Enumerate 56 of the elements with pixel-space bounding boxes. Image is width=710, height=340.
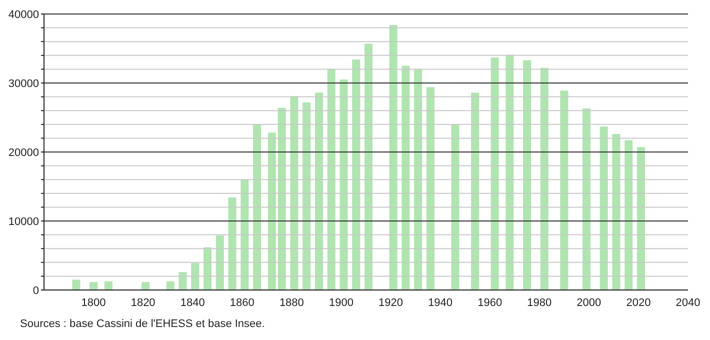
bar bbox=[142, 282, 150, 290]
bar bbox=[240, 180, 249, 290]
bar bbox=[600, 126, 608, 290]
bar bbox=[278, 108, 286, 290]
bar bbox=[364, 44, 373, 290]
x-tick-label: 2020 bbox=[626, 296, 651, 309]
x-tick-label: 1940 bbox=[428, 296, 453, 309]
bar bbox=[451, 124, 460, 290]
bar bbox=[490, 57, 499, 290]
source-note: Sources : base Cassini de l'EHESS et base Insee. bbox=[20, 318, 266, 330]
bar bbox=[178, 272, 187, 290]
bar bbox=[104, 281, 112, 290]
bar bbox=[612, 134, 620, 290]
bar bbox=[90, 282, 98, 290]
y-tick-label: 20000 bbox=[8, 146, 39, 159]
bar bbox=[414, 69, 422, 290]
bar bbox=[268, 132, 276, 290]
bar bbox=[290, 96, 298, 290]
bar bbox=[624, 140, 633, 290]
x-tick-label: 1860 bbox=[230, 296, 254, 309]
x-tick-label: 1840 bbox=[180, 296, 205, 309]
bar bbox=[191, 263, 200, 290]
bar bbox=[327, 69, 336, 290]
bar bbox=[228, 198, 236, 290]
bar bbox=[216, 235, 224, 290]
bar bbox=[166, 281, 174, 290]
bar bbox=[402, 66, 410, 290]
bar bbox=[340, 80, 348, 290]
x-tick-label: 1920 bbox=[378, 296, 404, 309]
x-tick-label: 1800 bbox=[81, 296, 106, 309]
bar bbox=[560, 90, 568, 290]
bar bbox=[352, 60, 360, 290]
bar bbox=[426, 87, 434, 290]
bar bbox=[506, 54, 514, 290]
bar bbox=[389, 25, 398, 290]
x-tick-label: 1960 bbox=[478, 296, 502, 309]
y-tick-label: 0 bbox=[32, 284, 39, 297]
bar bbox=[302, 102, 311, 290]
bar bbox=[204, 247, 212, 290]
x-tick-label: 1900 bbox=[328, 296, 354, 309]
bar bbox=[523, 60, 532, 290]
x-tick-label: 1880 bbox=[279, 296, 304, 309]
y-tick-label: 30000 bbox=[8, 78, 39, 90]
bar bbox=[314, 92, 323, 290]
bar bbox=[582, 108, 590, 290]
bar bbox=[253, 124, 262, 290]
bar bbox=[72, 280, 80, 290]
bar bbox=[540, 68, 548, 290]
bar bbox=[636, 147, 645, 290]
x-tick-label: 2040 bbox=[676, 296, 700, 309]
y-tick-label: 10000 bbox=[8, 216, 39, 228]
x-tick-label: 1980 bbox=[527, 296, 552, 309]
bar bbox=[471, 92, 480, 290]
y-tick-label: 40000 bbox=[8, 8, 39, 21]
x-tick-label: 1820 bbox=[130, 296, 156, 309]
x-tick-label: 2000 bbox=[576, 296, 602, 309]
